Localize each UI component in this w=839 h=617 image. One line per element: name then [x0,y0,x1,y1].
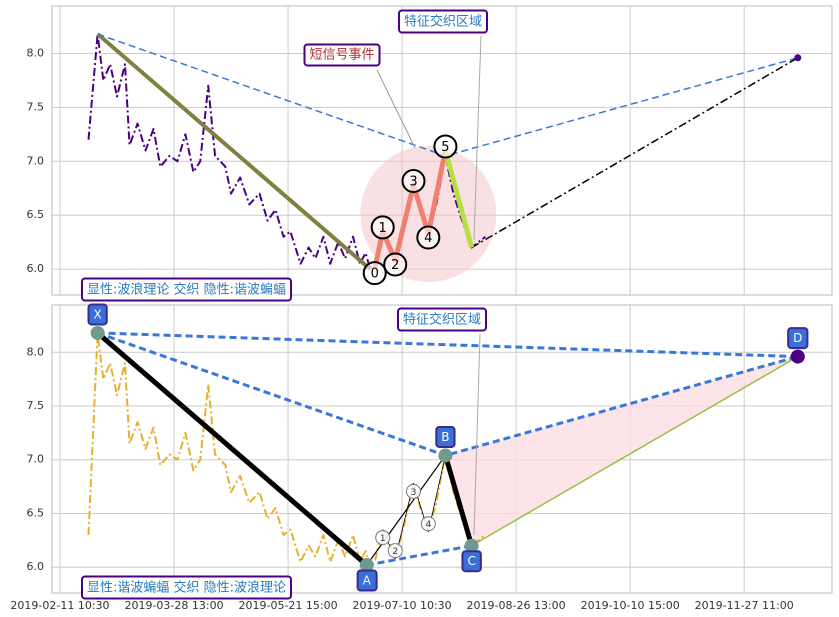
x-tick-label: 2019-05-21 15:00 [238,599,337,612]
series-line [471,355,799,547]
pattern-label: C [467,554,475,568]
wave-point [401,169,426,194]
pattern-label: X [93,307,101,321]
series-line [87,33,486,271]
series-line [95,331,369,567]
y-tick-label: 7.0 [27,453,45,466]
annotation-box [397,9,489,34]
wave-label: 1 [380,534,386,544]
annotation-arrow [473,35,482,241]
series-line [366,455,446,566]
y-tick-label: 8.0 [27,46,45,59]
x-tick-label: 2019-08-26 13:00 [467,599,566,612]
annotation-box [87,303,108,326]
wave-point [375,530,391,546]
annotation: 短信号事件 [309,48,374,63]
wave-label: 2 [392,547,398,557]
annotation-box [303,43,381,67]
wave-label: 3 [411,488,417,498]
y-tick-label: 6.0 [27,560,45,573]
series-line [443,454,475,547]
feature-zone [360,146,497,283]
annotation-box [396,307,488,332]
annotation-box [435,425,456,448]
series-line [97,331,798,359]
annotation-box [81,575,293,600]
wave-point [370,215,395,240]
pattern-point [90,325,105,340]
series-line [471,57,799,249]
pattern-point [359,558,374,573]
annotation-box [81,277,293,302]
pattern-point [464,538,479,553]
y-tick-label: 6.5 [27,506,45,519]
x-tick-label: 2019-02-11 10:30 [10,599,109,612]
pattern-point [790,349,805,364]
annotation-box [787,327,809,350]
x-tick-label: 2019-10-10 15:00 [581,599,680,612]
wave-label: 5 [441,140,449,155]
pattern-area [445,356,798,546]
y-tick-label: 7.5 [27,399,45,412]
wave-point [383,252,408,277]
wave-label: 3 [409,175,417,190]
wave-point [433,134,458,159]
pattern-point [438,448,453,463]
y-tick-label: 6.5 [27,208,45,221]
annotation-arrow [376,69,416,149]
wave-point [405,483,421,499]
annotation: 特征交织区域 [403,312,481,328]
pattern-label: B [441,430,449,444]
series-line [443,149,475,249]
wave-point [362,261,387,286]
wave-point [420,516,436,532]
y-tick-label: 8.0 [27,345,45,358]
series-line [96,32,372,271]
annotation-box [356,569,378,592]
plot-area [51,304,833,594]
x-tick-label: 2019-11-27 11:00 [695,599,794,612]
panel-label: 显性:波浪理论 交织 隐性:谐波蝙蝠 [87,282,286,298]
wave-label: 1 [379,221,387,236]
wave-label: 4 [424,231,432,246]
panel-label: 显性:谐波蝙蝠 交织 隐性:波浪理论 [87,580,286,596]
wave-label: 0 [371,267,379,282]
annotation-box [461,550,482,573]
wave-point [387,543,403,559]
wave-point [416,225,441,250]
pattern-label: A [363,574,372,588]
annotation-arrow [473,333,481,536]
pattern-label: D [793,331,802,345]
annotation: 特征交织区域 [404,14,482,30]
wave-label: 4 [425,520,431,530]
target-marker [794,54,802,62]
y-tick-label: 6.0 [27,262,45,275]
x-tick-label: 2019-07-10 10:30 [353,599,452,612]
x-tick-label: 2019-03-28 13:00 [124,599,223,612]
y-tick-label: 7.5 [27,100,45,113]
y-tick-label: 7.0 [27,154,45,167]
series-line [366,544,472,567]
series-line [87,331,486,569]
wave-label: 2 [391,258,399,273]
